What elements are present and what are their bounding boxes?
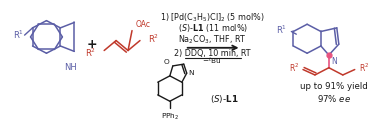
Text: $-^t$Bu: $-^t$Bu — [201, 55, 221, 66]
Text: 97% $\it{ee}$: 97% $\it{ee}$ — [317, 93, 351, 104]
Text: up to 91% yield: up to 91% yield — [300, 82, 368, 91]
Text: 2) DDQ, 10 min, RT: 2) DDQ, 10 min, RT — [174, 49, 251, 58]
Text: R$^2$: R$^2$ — [85, 46, 96, 59]
Text: R$^2$: R$^2$ — [148, 33, 159, 45]
Text: N: N — [331, 57, 336, 66]
Text: 1) [Pd(C$_3$H$_5$)Cl]$_2$ (5 mol%): 1) [Pd(C$_3$H$_5$)Cl]$_2$ (5 mol%) — [160, 12, 265, 24]
Text: Na$_2$CO$_3$, THF, RT: Na$_2$CO$_3$, THF, RT — [178, 33, 247, 46]
Text: O: O — [164, 59, 170, 65]
Text: NH: NH — [64, 63, 77, 72]
Text: PPh$_2$: PPh$_2$ — [161, 112, 179, 122]
Text: ($S$)-$\bf{L1}$: ($S$)-$\bf{L1}$ — [210, 92, 238, 105]
Text: N: N — [189, 70, 194, 76]
Text: OAc: OAc — [136, 20, 151, 29]
Text: R$^1$: R$^1$ — [276, 23, 287, 36]
Text: R$^2$: R$^2$ — [289, 62, 299, 74]
Text: R$^2$: R$^2$ — [359, 62, 369, 74]
Text: +: + — [87, 38, 98, 51]
Text: R$^1$: R$^1$ — [13, 29, 24, 41]
Text: ($S$)-$\bf{L1}$ (11 mol%): ($S$)-$\bf{L1}$ (11 mol%) — [178, 22, 248, 34]
